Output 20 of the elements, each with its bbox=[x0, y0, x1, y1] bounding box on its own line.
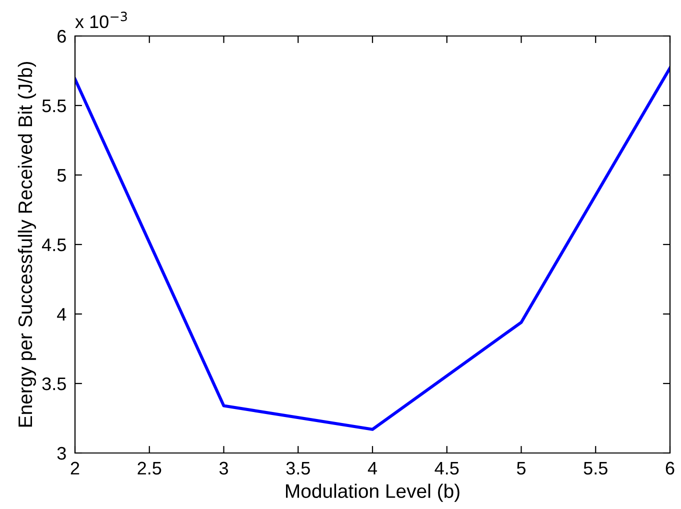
y-tick-label: 5.5 bbox=[42, 100, 66, 112]
y-tick-label: 4 bbox=[57, 308, 66, 321]
y-tick-label: 5 bbox=[57, 169, 66, 182]
x-tick-label: 2 bbox=[70, 462, 80, 474]
x-tick-label: 3.5 bbox=[286, 462, 310, 475]
y-tick-label: 6 bbox=[58, 30, 66, 43]
y-tick-label: 3.5 bbox=[42, 377, 66, 390]
x-tick-label: 6 bbox=[666, 462, 674, 475]
x-tick-label: 5 bbox=[516, 462, 526, 475]
y-tick-label: 3 bbox=[57, 446, 66, 460]
x-tick-label: 4 bbox=[368, 462, 377, 474]
x-tick-label: 4.5 bbox=[434, 462, 459, 475]
y-tick-label: 4.5 bbox=[42, 238, 66, 252]
x-axis-title: Modulation Level (b) bbox=[286, 484, 460, 502]
x-tick-label: 3 bbox=[219, 462, 228, 475]
line-series bbox=[75, 66, 670, 431]
y-axis-title: Energy per Successfully Received Bit (J/b) bbox=[18, 62, 36, 427]
x-tick-label: 5.5 bbox=[584, 462, 608, 475]
x-tick-label: 2.5 bbox=[138, 462, 162, 475]
text: x 10$^{−3}$ bbox=[75, 12, 127, 28]
